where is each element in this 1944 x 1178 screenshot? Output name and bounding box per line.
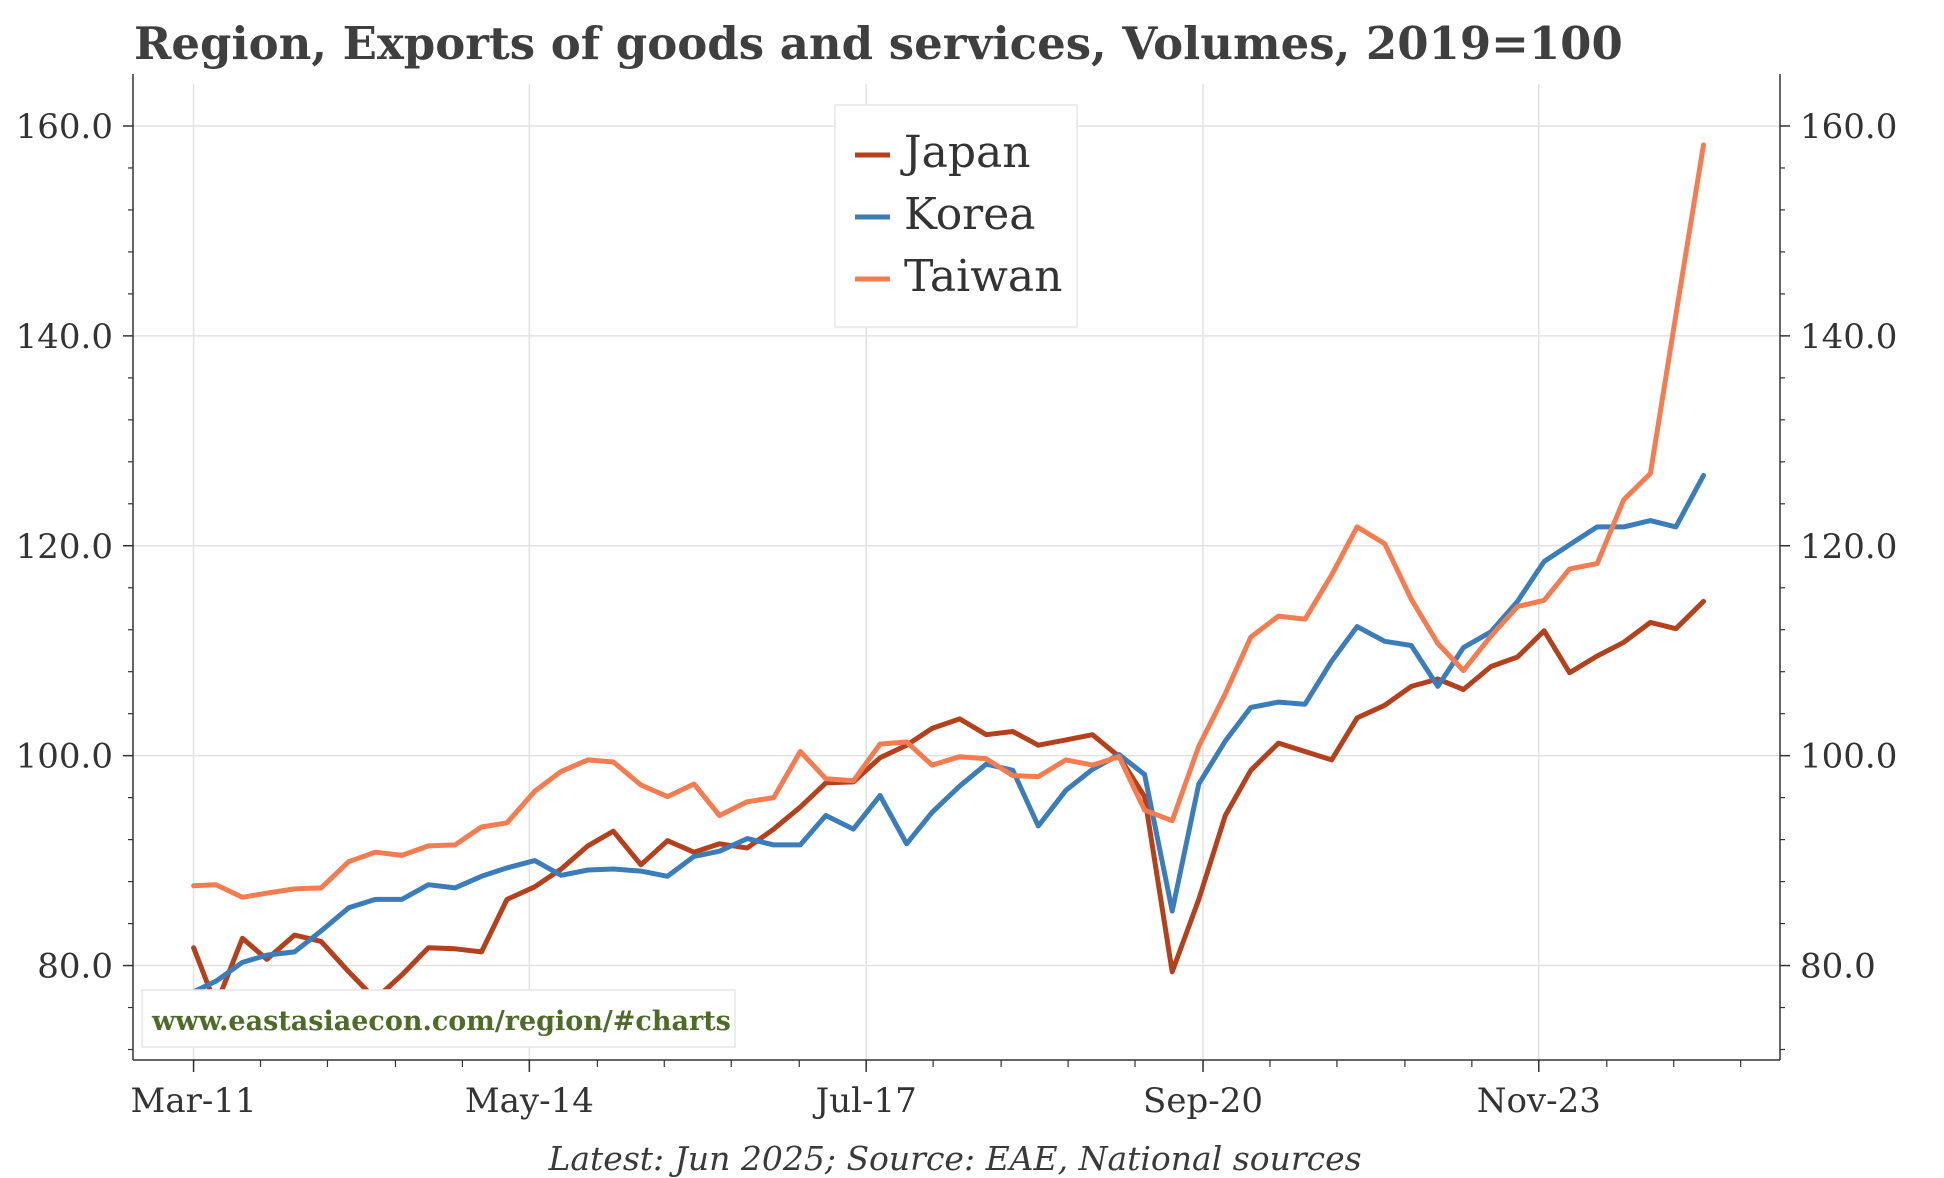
y-tick-label-left-2: 120.0	[16, 527, 113, 567]
watermark-url: www.eastasiaecon.com/region/#charts	[151, 1006, 731, 1037]
series-line-taiwan	[191, 142, 1706, 900]
x-tick-label-4: Nov-23	[1477, 1081, 1601, 1121]
y-tick-label-right-0: 80.0	[1800, 947, 1876, 987]
legend-label-taiwan: Taiwan	[904, 251, 1062, 302]
y-tick-label-left-3: 140.0	[16, 317, 113, 357]
y-tick-label-right-4: 160.0	[1800, 107, 1897, 147]
source-note: Latest: Jun 2025; Source: EAE, National …	[547, 1139, 1361, 1178]
x-tick-label-3: Sep-20	[1143, 1081, 1263, 1121]
y-tick-label-right-2: 120.0	[1800, 527, 1897, 567]
watermark: www.eastasiaecon.com/region/#charts	[141, 989, 736, 1048]
series-layer	[191, 142, 1706, 1008]
y-tick-label-left-4: 160.0	[16, 107, 113, 147]
axes: 80.0 80.0 100.0 100.0 120.0 120.0 140.0 140.0 16…	[16, 74, 1897, 1121]
x-tick-label-0: Mar-11	[131, 1081, 257, 1121]
y-tick-label-right-1: 100.0	[1800, 737, 1897, 777]
y-tick-label-left-1: 100.0	[16, 737, 113, 777]
x-tick-label-1: May-14	[465, 1081, 594, 1121]
watermark-box	[141, 989, 736, 1048]
legend-label-japan: Japan	[900, 127, 1031, 178]
series-line-japan	[191, 598, 1706, 1008]
y-tick-label-right-3: 140.0	[1800, 317, 1897, 357]
chart-title: Region, Exports of goods and services, V…	[134, 17, 1623, 70]
legend-label-korea: Korea	[904, 189, 1035, 240]
series-line-korea	[191, 472, 1706, 995]
x-tick-label-2: Jul-17	[813, 1081, 917, 1121]
y-tick-label-left-0: 80.0	[37, 947, 113, 987]
legend: Japan Korea Taiwan	[834, 104, 1078, 328]
